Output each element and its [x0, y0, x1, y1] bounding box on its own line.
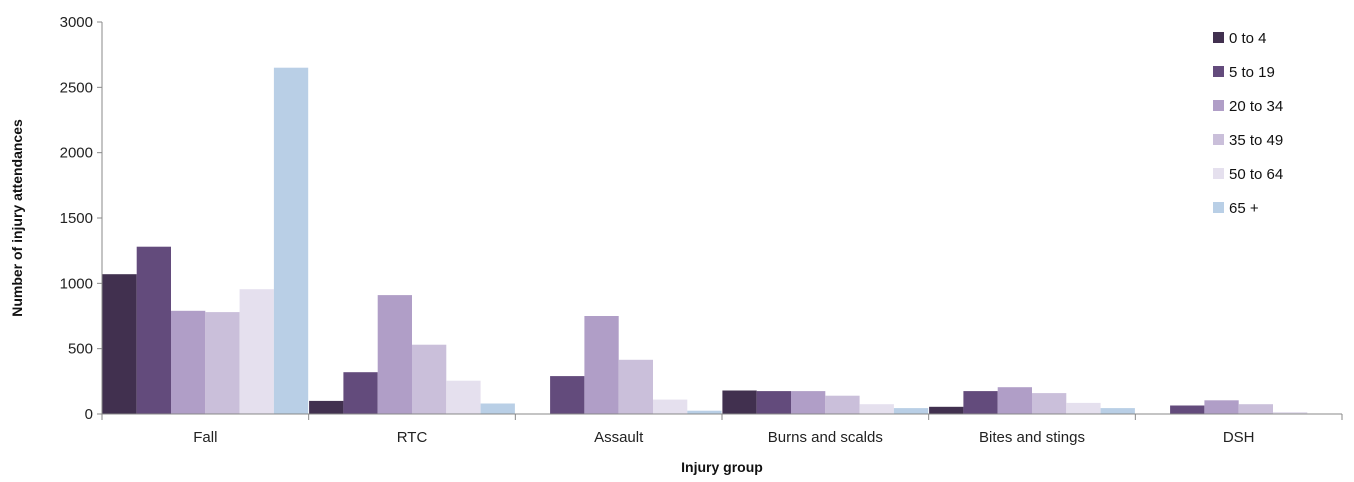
bar-assault-series-1	[550, 376, 585, 414]
legend-swatch	[1213, 168, 1224, 179]
bar-fall-series-4	[239, 289, 274, 414]
bar-assault-series-3	[618, 359, 653, 414]
legend-label: 20 to 34	[1229, 98, 1283, 115]
y-tick-label: 500	[68, 341, 93, 358]
bars	[102, 67, 1308, 414]
bar-dsh-series-4	[1273, 412, 1308, 414]
bar-bites-and-stings-series-2	[997, 387, 1032, 414]
bar-burns-and-scalds-series-4	[859, 404, 894, 414]
bar-bites-and-stings-series-4	[1066, 402, 1101, 414]
bar-bites-and-stings-series-5	[1100, 408, 1135, 414]
x-tick-label: Fall	[193, 429, 217, 446]
bar-burns-and-scalds-series-0	[722, 390, 757, 414]
legend-label: 35 to 49	[1229, 132, 1283, 149]
legend-swatch	[1213, 100, 1224, 111]
bar-dsh-series-3	[1238, 404, 1273, 414]
bar-rtc-series-2	[377, 295, 412, 414]
bar-bites-and-stings-series-0	[929, 406, 964, 414]
bar-burns-and-scalds-series-2	[791, 391, 826, 414]
x-tick-label: Bites and stings	[979, 429, 1085, 446]
bar-bites-and-stings-series-1	[963, 391, 998, 414]
legend-label: 65 +	[1229, 200, 1259, 217]
bar-assault-series-4	[653, 399, 688, 414]
legend-swatch	[1213, 202, 1224, 213]
bar-fall-series-3	[205, 312, 240, 414]
bar-rtc-series-3	[412, 344, 447, 414]
bar-rtc-series-5	[480, 403, 515, 414]
legend-swatch	[1213, 32, 1224, 43]
bar-assault-series-5	[687, 410, 722, 414]
legend: 0 to 4 5 to 19 20 to 34 35 to 49 50 to 64 65 …	[1213, 30, 1283, 217]
y-axis-ticks: 0 500 1000 1500 2000 2500 3000	[60, 14, 102, 423]
bar-burns-and-scalds-series-5	[893, 408, 929, 414]
legend-swatch	[1213, 66, 1224, 77]
y-tick-label: 1500	[60, 210, 93, 227]
x-tick-label: RTC	[397, 429, 428, 446]
y-tick-label: 1000	[60, 275, 93, 292]
bar-fall-series-5	[273, 67, 309, 414]
y-axis-title: Number of injury attendances	[9, 119, 25, 317]
bar-burns-and-scalds-series-3	[825, 395, 860, 414]
bar-fall-series-2	[171, 310, 206, 414]
bar-dsh-series-1	[1170, 405, 1205, 414]
bar-fall-series-0	[102, 274, 137, 414]
x-axis-title: Injury group	[681, 459, 763, 475]
legend-label: 5 to 19	[1229, 64, 1275, 81]
legend-swatch	[1213, 134, 1224, 145]
x-tick-label: Burns and scalds	[768, 429, 883, 446]
x-axis-ticks: Fall RTC Assault Burns and scalds Bites and …	[101, 414, 1343, 446]
y-tick-label: 2500	[60, 79, 93, 96]
bar-rtc-series-1	[343, 372, 378, 414]
legend-label: 0 to 4	[1229, 30, 1267, 47]
y-tick-label: 0	[85, 406, 93, 423]
bar-fall-series-1	[136, 246, 171, 414]
bar-bites-and-stings-series-3	[1032, 393, 1067, 414]
bar-assault-series-2	[584, 316, 619, 414]
bar-burns-and-scalds-series-1	[756, 391, 791, 414]
legend-label: 50 to 64	[1229, 166, 1283, 183]
y-tick-label: 2000	[60, 145, 93, 162]
x-tick-label: DSH	[1223, 429, 1255, 446]
bar-dsh-series-2	[1204, 400, 1239, 414]
bar-rtc-series-0	[309, 400, 344, 414]
y-tick-label: 3000	[60, 14, 93, 31]
x-tick-label: Assault	[594, 429, 644, 446]
bar-rtc-series-4	[446, 380, 481, 414]
